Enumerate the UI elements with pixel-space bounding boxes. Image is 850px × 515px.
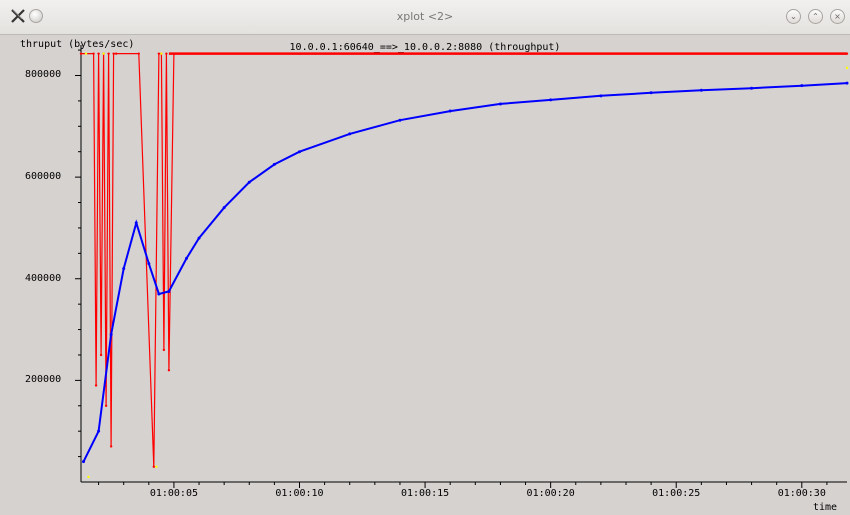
data-point [800,84,804,88]
data-point [348,132,352,136]
y-tick-label: 400000 [25,272,62,284]
series-line-blue [82,82,848,463]
data-point [845,81,849,85]
maximize-button[interactable]: ⌃ [808,9,823,24]
x-tick-label: 01:00:25 [652,488,701,499]
window-titlebar: xplot <2> ⌄ ⌃ × [0,0,850,35]
xplot-app-icon[interactable] [10,8,26,24]
data-point [134,221,138,225]
x-tick-label: 01:00:20 [526,488,575,499]
data-point [152,465,156,468]
x-tick-label: 01:00:05 [149,488,198,499]
data-point [599,94,603,98]
y-tick-label: 800000 [25,69,62,81]
minimize-button[interactable]: ⌄ [786,9,801,24]
data-point [109,333,113,337]
data-point-yellow [155,465,158,468]
data-point [79,52,83,55]
x-tick-label: 01:00:10 [275,488,324,499]
data-point [109,445,113,448]
x-axis-label: time [813,502,838,513]
y-tick-label: 600000 [25,171,62,183]
y-tick-label: 200000 [25,374,62,386]
data-point [398,118,402,122]
data-point [699,88,703,92]
x-tick-label: 01:00:30 [777,488,826,499]
window-title: xplot <2> [396,10,454,23]
data-point [92,52,95,55]
data-point-yellow [102,52,105,55]
data-point [157,292,161,296]
plot-area[interactable]: thruput (bytes/sec) 10.0.0.1:60640_==>_1… [0,35,850,515]
data-point-yellow [160,52,163,55]
data-point [165,52,168,55]
series-line-red [81,53,847,467]
throughput-chart[interactable] [0,35,850,515]
data-point [99,353,103,357]
data-point-yellow [845,66,849,70]
plot-title: 10.0.0.1:60640_==>_10.0.0.2:8080 (throug… [289,42,561,53]
data-point-yellow [87,475,90,479]
data-point [82,460,86,464]
data-point [157,52,161,55]
data-point [112,52,115,55]
data-point [448,109,452,113]
data-point [247,180,251,184]
data-point [114,52,118,55]
data-point [549,98,553,102]
data-point [97,429,101,433]
data-point [107,52,110,55]
data-point [94,384,98,387]
data-point [167,289,171,293]
close-button[interactable]: × [830,9,845,24]
data-point [162,348,166,352]
data-point [104,404,108,407]
data-point [147,262,151,265]
data-point [137,52,140,55]
data-point [297,150,301,154]
data-point [649,91,653,95]
data-point [97,52,100,55]
data-point [222,206,226,210]
data-point [197,236,201,240]
data-point [122,267,126,271]
data-point [272,162,276,166]
y-axis-label: thruput (bytes/sec) [20,39,135,50]
data-point [750,86,754,90]
data-point-yellow [84,52,88,55]
x-tick-label: 01:00:15 [400,488,450,499]
data-point [498,102,502,106]
data-point [167,369,171,372]
data-point [184,256,188,260]
sticky-window-icon[interactable] [29,9,43,23]
